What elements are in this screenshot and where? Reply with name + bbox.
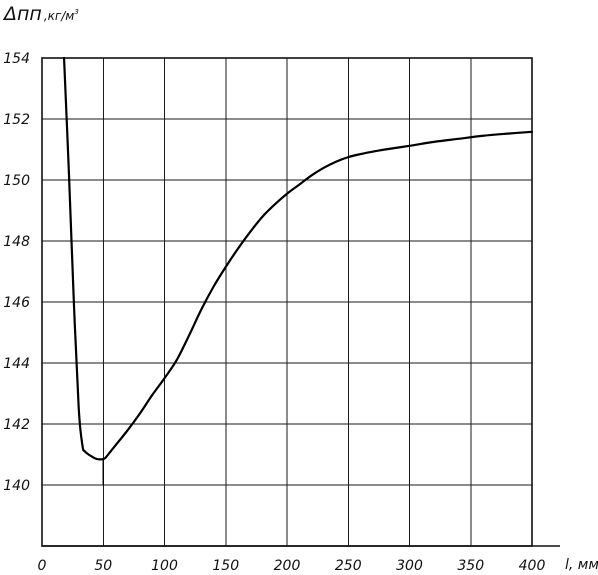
grid-lines <box>42 58 532 547</box>
x-tick-label: 250 <box>335 558 362 574</box>
y-tick-label: 146 <box>3 295 30 311</box>
y-axis-title-main: Δпп <box>2 3 42 25</box>
y-tick-label: 152 <box>3 112 30 128</box>
y-tick-label: 154 <box>3 51 30 67</box>
y-tick-labels: 140 142 144 146 148 150 152 154 <box>3 51 30 494</box>
y-tick-label: 150 <box>3 173 30 189</box>
y-tick-label: 140 <box>3 478 30 494</box>
x-tick-label: 0 <box>38 558 47 574</box>
x-tick-label: 100 <box>151 558 178 574</box>
x-axis-title: l, мм <box>565 557 598 573</box>
y-tick-label: 142 <box>3 417 30 433</box>
x-tick-labels: 0 50 100 150 200 250 300 350 400 <box>38 558 546 574</box>
x-tick-label: 400 <box>519 558 546 574</box>
x-tick-label: 150 <box>212 558 239 574</box>
x-tick-label: 50 <box>94 558 112 574</box>
y-axis-title-sup: 3 <box>74 8 78 16</box>
series-line <box>62 56 534 461</box>
x-tick-label: 300 <box>396 558 423 574</box>
x-tick-label: 350 <box>457 558 484 574</box>
y-axis-title-unit: ,кг/м <box>44 9 74 23</box>
x-tick-label: 200 <box>274 558 301 574</box>
y-tick-label: 144 <box>3 356 30 372</box>
y-axis-title: Δпп ,кг/м3 <box>2 3 79 25</box>
y-tick-label: 148 <box>3 234 30 250</box>
